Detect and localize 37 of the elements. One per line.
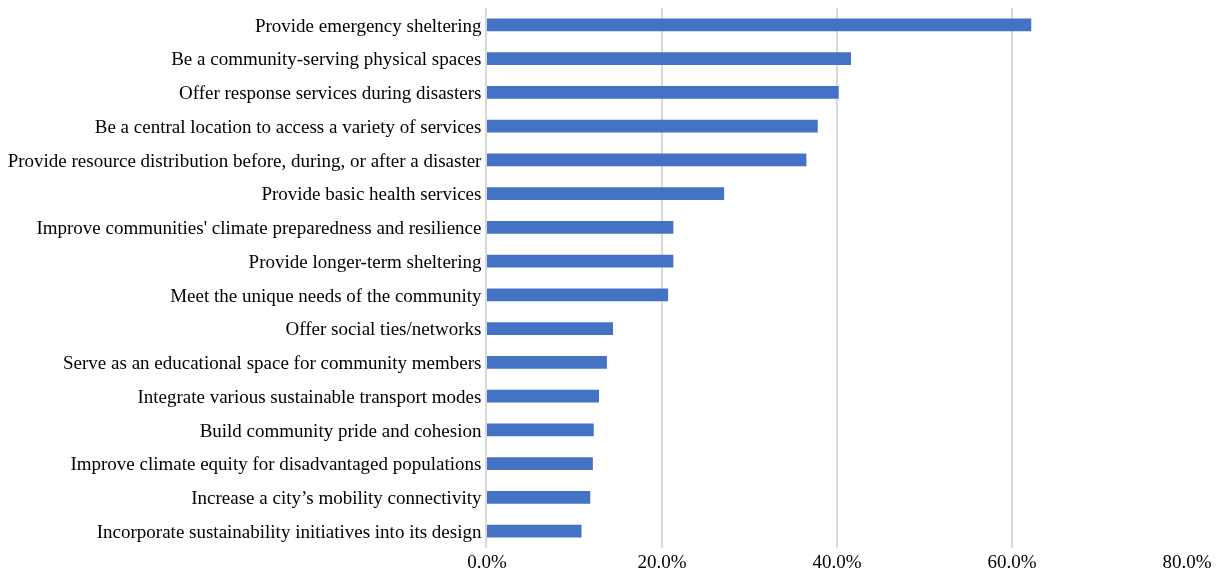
y-tick-label: Be a central location to access a variety of services: [94, 115, 482, 137]
x-tick-label: 80.0%: [1162, 551, 1212, 572]
y-tick-label: Incorporate sustainability initiatives into its design: [96, 520, 482, 542]
bar: [487, 52, 851, 66]
y-tick-label: Provide basic health services: [261, 183, 482, 205]
y-tick-label: Provide longer-term sheltering: [248, 250, 482, 272]
bar: [487, 355, 607, 369]
bar: [487, 85, 839, 99]
y-tick-label: Increase a city’s mobility connectivity: [191, 487, 482, 509]
bar: [487, 457, 593, 471]
y-tick-label: Meet the unique needs of the community: [170, 284, 482, 306]
bar: [487, 322, 613, 336]
bar: [487, 490, 591, 504]
bar: [487, 423, 594, 437]
bar: [487, 524, 582, 538]
bar: [487, 220, 674, 234]
y-tick-label: Serve as an educational space for community members: [63, 352, 482, 374]
x-tick-label: 60.0%: [987, 551, 1037, 572]
bar: [487, 119, 818, 133]
bar: [487, 254, 674, 268]
y-tick-label: Be a community-serving physical spaces: [171, 48, 482, 70]
y-tick-label: Offer social ties/networks: [285, 318, 482, 340]
bar: [487, 18, 1032, 32]
x-tick-label: 40.0%: [812, 551, 862, 572]
y-tick-label: Provide emergency sheltering: [254, 14, 482, 36]
bar: [487, 389, 599, 403]
x-tick-label: 0.0%: [467, 551, 507, 572]
y-tick-label: Improve climate equity for disadvantaged populations: [70, 453, 482, 475]
x-tick-label: 20.0%: [637, 551, 687, 572]
bar: [487, 187, 725, 201]
bar: [487, 153, 807, 167]
y-tick-label: Offer response services during disasters: [178, 82, 482, 104]
y-tick-label: Improve communities' climate preparedness and resilience: [36, 217, 482, 239]
y-tick-label: Build community pride and cohesion: [199, 419, 482, 441]
y-tick-label: Provide resource distribution before, during, or after a disaster: [7, 149, 483, 171]
y-tick-label: Integrate various sustainable transport modes: [137, 385, 482, 407]
bar: [487, 288, 669, 302]
